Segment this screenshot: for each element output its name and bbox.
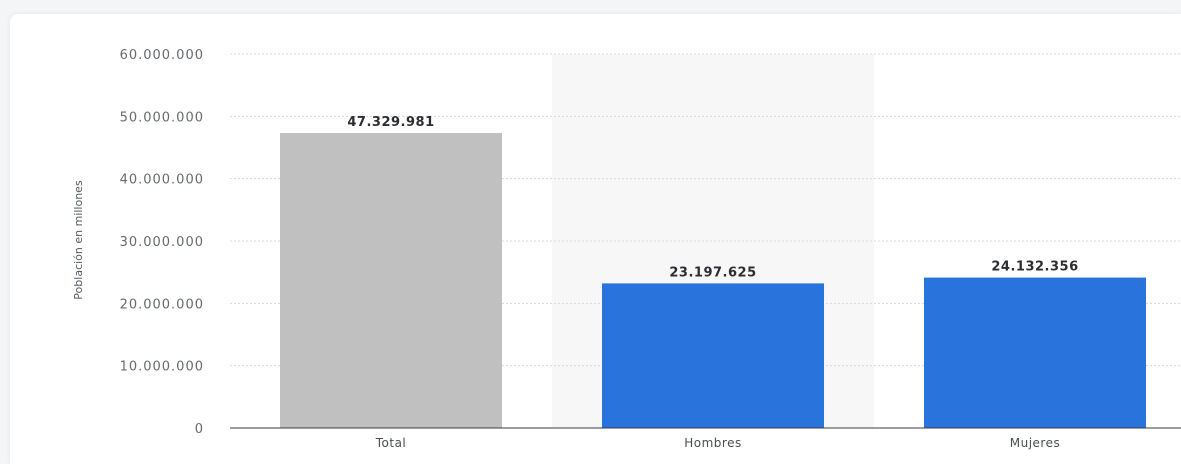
- data-label: 47.329.981: [347, 115, 434, 130]
- data-label: 24.132.356: [991, 260, 1078, 275]
- data-label: 23.197.625: [669, 265, 756, 280]
- x-tick-label: Hombres: [684, 436, 741, 450]
- x-tick-label: Total: [375, 436, 407, 450]
- y-tick-label: 0: [195, 422, 204, 437]
- y-tick-label: 10.000.000: [120, 360, 204, 375]
- y-tick-label: 30.000.000: [120, 235, 204, 250]
- y-tick-label: 50.000.000: [120, 110, 204, 125]
- y-tick-label: 20.000.000: [120, 297, 204, 312]
- y-tick-label: 60.000.000: [120, 48, 204, 63]
- y-axis-title: Población en millones: [72, 180, 85, 300]
- bar-mujeres: [924, 277, 1146, 428]
- x-tick-label: Mujeres: [1010, 436, 1060, 450]
- bar-hombres: [602, 283, 824, 428]
- y-tick-label: 40.000.000: [120, 173, 204, 188]
- bar-total: [280, 132, 502, 429]
